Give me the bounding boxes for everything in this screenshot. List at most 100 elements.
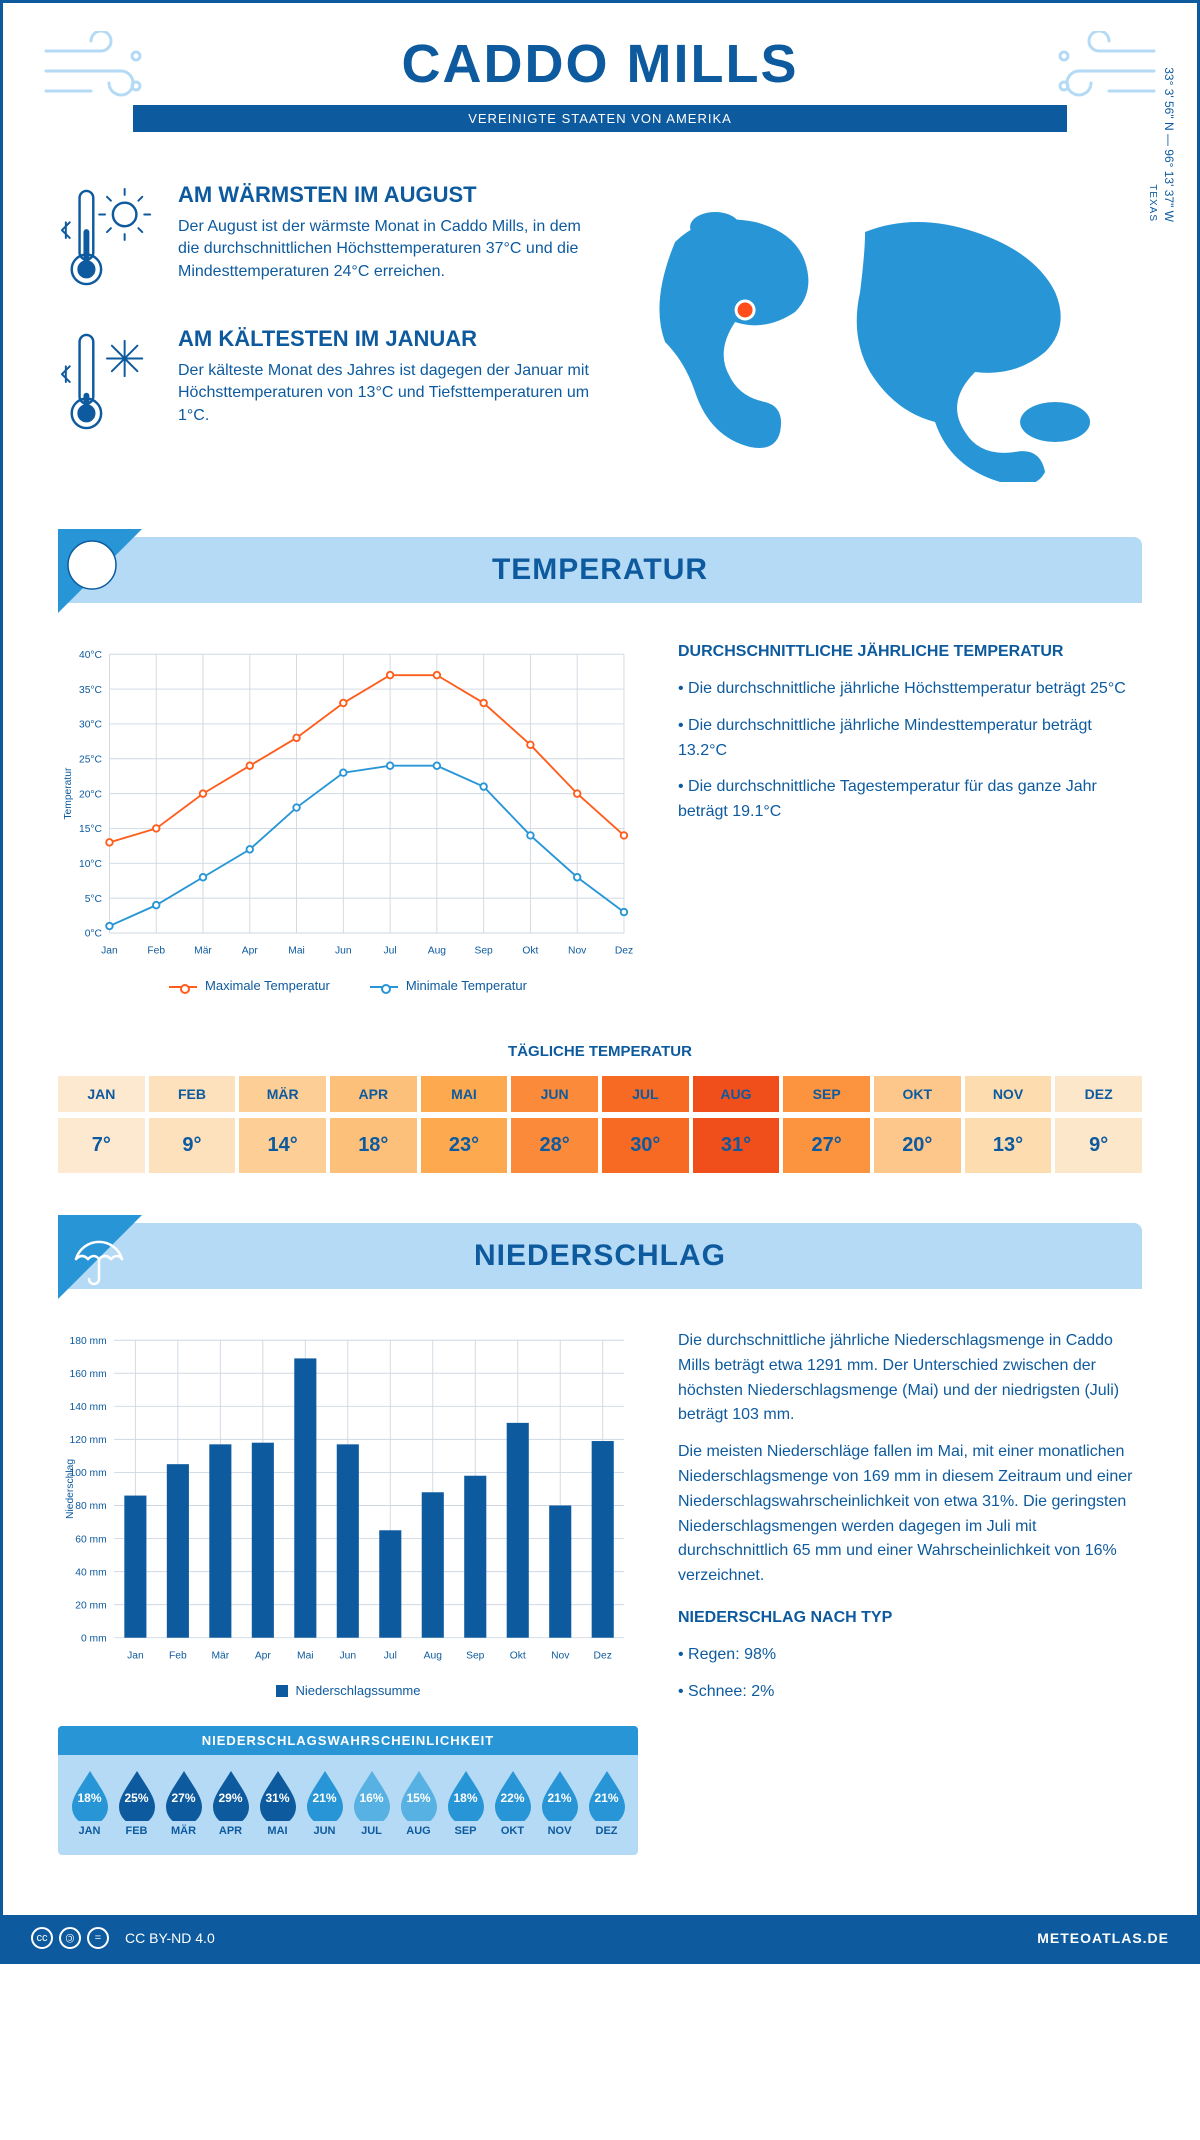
heat-month: JUN <box>511 1076 598 1112</box>
heat-value: 30° <box>602 1118 689 1173</box>
annual-bullet: Die durchschnittliche jährliche Höchstte… <box>678 677 1142 702</box>
temperature-line-chart: 0°C5°C10°C15°C20°C25°C30°C35°C40°CJanFeb… <box>58 643 638 961</box>
precip-type-bullet: Schnee: 2% <box>678 1680 1142 1705</box>
svg-text:Okt: Okt <box>522 946 538 957</box>
svg-text:25°C: 25°C <box>79 755 103 766</box>
heat-month: MÄR <box>239 1076 326 1112</box>
svg-text:Sep: Sep <box>474 946 493 957</box>
svg-text:5°C: 5°C <box>85 894 103 905</box>
svg-text:0 mm: 0 mm <box>81 1634 107 1645</box>
svg-text:Okt: Okt <box>510 1650 526 1661</box>
heat-value: 28° <box>511 1118 598 1173</box>
precip-type-bullets: Regen: 98% Schnee: 2% <box>678 1643 1142 1705</box>
heat-month: DEZ <box>1055 1076 1142 1112</box>
heat-month: FEB <box>149 1076 236 1112</box>
wind-icon <box>41 31 151 112</box>
legend-label: Maximale Temperatur <box>205 978 330 993</box>
heat-value: 18° <box>330 1118 417 1173</box>
heat-value: 27° <box>783 1118 870 1173</box>
location-marker-icon <box>736 301 754 319</box>
thermometer-cold-icon <box>58 326 156 436</box>
fact-title: AM KÄLTESTEN IM JANUAR <box>178 326 598 352</box>
precip-probability-box: NIEDERSCHLAGSWAHRSCHEINLICHKEIT 18%JAN25… <box>58 1726 638 1855</box>
svg-text:20°C: 20°C <box>79 789 103 800</box>
probability-drop: 31%MAI <box>254 1769 301 1837</box>
probability-drop: 21%NOV <box>536 1769 583 1837</box>
heat-month: SEP <box>783 1076 870 1112</box>
svg-text:Aug: Aug <box>424 1650 443 1661</box>
probability-drop: 18%SEP <box>442 1769 489 1837</box>
facts-column: AM WÄRMSTEN IM AUGUST Der August ist der… <box>58 182 598 487</box>
daily-temp-months-row: JANFEBMÄRAPRMAIJUNJULAUGSEPOKTNOVDEZ <box>58 1076 1142 1112</box>
svg-text:Mai: Mai <box>288 946 305 957</box>
header: CADDO MILLS VEREINIGTE STAATEN VON AMERI… <box>3 3 1197 142</box>
svg-text:Apr: Apr <box>242 946 259 957</box>
svg-text:0°C: 0°C <box>85 929 103 940</box>
svg-text:180 mm: 180 mm <box>70 1336 107 1347</box>
footer: cc 🄯 = CC BY-ND 4.0 METEOATLAS.DE <box>3 1915 1197 1961</box>
precipitation-text: Die durchschnittliche jährliche Niedersc… <box>678 1329 1142 1855</box>
license: cc 🄯 = CC BY-ND 4.0 <box>31 1927 215 1949</box>
heat-month: MAI <box>421 1076 508 1112</box>
svg-text:Feb: Feb <box>147 946 165 957</box>
nd-icon: = <box>87 1927 109 1949</box>
probability-drop: 27%MÄR <box>160 1769 207 1837</box>
legend-item: Minimale Temperatur <box>370 978 527 993</box>
page-title: CADDO MILLS <box>23 33 1177 95</box>
heat-month: JAN <box>58 1076 145 1112</box>
svg-text:Jan: Jan <box>127 1650 144 1661</box>
probability-drop: 18%JAN <box>66 1769 113 1837</box>
svg-text:35°C: 35°C <box>79 685 103 696</box>
legend-item: Niederschlagssumme <box>276 1683 421 1698</box>
svg-text:Jul: Jul <box>384 946 397 957</box>
precipitation-bar-chart: 0 mm20 mm40 mm60 mm80 mm100 mm120 mm140 … <box>58 1329 638 1666</box>
heat-value: 7° <box>58 1118 145 1173</box>
svg-text:Nov: Nov <box>568 946 587 957</box>
fact-warmest: AM WÄRMSTEN IM AUGUST Der August ist der… <box>58 182 598 292</box>
heat-value: 23° <box>421 1118 508 1173</box>
heat-value: 20° <box>874 1118 961 1173</box>
probability-drop: 25%FEB <box>113 1769 160 1837</box>
section-header-temperature: TEMPERATUR <box>58 537 1142 603</box>
svg-text:40 mm: 40 mm <box>75 1567 106 1578</box>
svg-text:30°C: 30°C <box>79 720 103 731</box>
svg-text:Jan: Jan <box>101 946 118 957</box>
probability-drop: 29%APR <box>207 1769 254 1837</box>
probability-drop: 21%JUN <box>301 1769 348 1837</box>
svg-text:Jun: Jun <box>335 946 352 957</box>
precip-type-heading: NIEDERSCHLAG NACH TYP <box>678 1609 1142 1627</box>
svg-text:Jul: Jul <box>384 1650 397 1661</box>
license-label: CC BY-ND 4.0 <box>125 1930 215 1946</box>
fact-text: Der August ist der wärmste Monat in Cadd… <box>178 216 598 283</box>
sun-icon <box>58 529 142 613</box>
svg-text:Mär: Mär <box>194 946 212 957</box>
coords-label: 33° 3' 56" N — 96° 13' 37" W <box>1162 67 1176 222</box>
legend-item: Maximale Temperatur <box>169 978 330 993</box>
svg-text:Apr: Apr <box>255 1650 272 1661</box>
probability-drop: 21%DEZ <box>583 1769 630 1837</box>
wind-icon <box>1049 31 1159 112</box>
svg-text:10°C: 10°C <box>79 859 103 870</box>
heat-value: 9° <box>1055 1118 1142 1173</box>
precip-type-bullet: Regen: 98% <box>678 1643 1142 1668</box>
world-map <box>628 182 1142 482</box>
legend-label: Niederschlagssumme <box>296 1683 421 1698</box>
svg-text:60 mm: 60 mm <box>75 1534 106 1545</box>
intro-row: AM WÄRMSTEN IM AUGUST Der August ist der… <box>3 142 1197 517</box>
probability-drop: 16%JUL <box>348 1769 395 1837</box>
svg-text:15°C: 15°C <box>79 824 103 835</box>
fact-text: Der kälteste Monat des Jahres ist dagege… <box>178 360 598 427</box>
fact-title: AM WÄRMSTEN IM AUGUST <box>178 182 598 208</box>
precip-paragraph: Die meisten Niederschläge fallen im Mai,… <box>678 1440 1142 1589</box>
svg-text:Sep: Sep <box>466 1650 485 1661</box>
svg-text:Feb: Feb <box>169 1650 187 1661</box>
temperature-chart-wrap: 0°C5°C10°C15°C20°C25°C30°C35°C40°CJanFeb… <box>58 643 638 993</box>
svg-text:Mär: Mär <box>211 1650 229 1661</box>
region-label: TEXAS <box>1147 184 1158 222</box>
svg-text:Dez: Dez <box>615 946 633 957</box>
daily-temp-heading: TÄGLICHE TEMPERATUR <box>3 1043 1197 1060</box>
legend-label: Minimale Temperatur <box>406 978 527 993</box>
precip-paragraph: Die durchschnittliche jährliche Niedersc… <box>678 1329 1142 1428</box>
heat-value: 14° <box>239 1118 326 1173</box>
svg-text:Nov: Nov <box>551 1650 570 1661</box>
